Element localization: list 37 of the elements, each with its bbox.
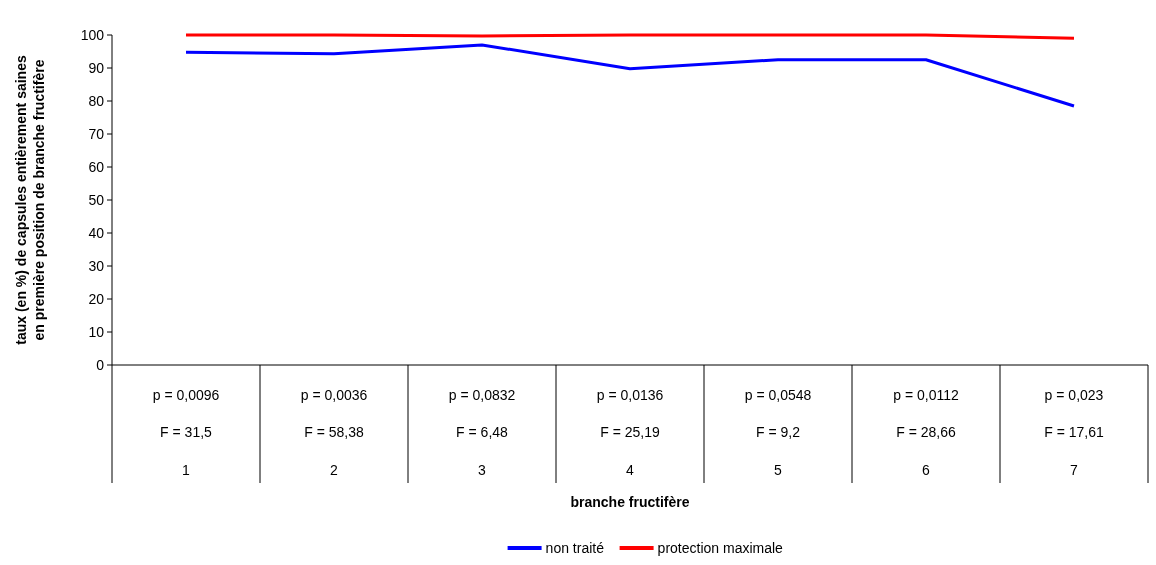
x-tick-label: 7 xyxy=(1070,461,1079,478)
x-axis-title: branche fructifère xyxy=(570,493,690,510)
y-tick-label: 90 xyxy=(88,59,105,76)
y-tick-label: 10 xyxy=(88,323,105,340)
text: F = 6,48 xyxy=(456,423,509,440)
y-tick-label: 70 xyxy=(88,125,105,142)
x-tick-label: 2 xyxy=(330,461,339,478)
x-tick-label: 1 xyxy=(182,461,191,478)
y-tick-label: 40 xyxy=(88,224,105,241)
text: F = 58,38 xyxy=(304,423,364,440)
text: F = 9,2 xyxy=(756,423,801,440)
y-tick-label: 60 xyxy=(88,158,105,175)
legend-label: non traité xyxy=(545,539,605,556)
text: p = 0,0036 xyxy=(300,386,368,403)
text: p = 0,0112 xyxy=(893,386,959,403)
line-series xyxy=(184,43,1076,108)
text: p = 0,0096 xyxy=(152,386,220,403)
legend-label: protection maximale xyxy=(657,539,784,556)
text: F = 31,5 xyxy=(160,423,213,440)
text: p = 0,0548 xyxy=(744,386,812,403)
x-tick-label: 4 xyxy=(626,461,635,478)
text: F = 17,61 xyxy=(1044,423,1104,440)
y-tick-label: 100 xyxy=(80,26,105,43)
text: p = 0,0136 xyxy=(596,386,664,403)
text: F = 25,19 xyxy=(600,423,660,440)
y-axis-title: taux (en %) de capsules entièrement saines en première position de branche fructifère xyxy=(13,55,47,345)
text: p = 0,023 xyxy=(1044,386,1104,403)
y-tick-label: 30 xyxy=(88,257,105,274)
y-tick-label: 80 xyxy=(88,92,105,109)
y-tick-label: 20 xyxy=(88,290,105,307)
x-tick-label: 5 xyxy=(774,461,783,478)
y-tick-label: 50 xyxy=(88,191,105,208)
text: p = 0,0832 xyxy=(448,386,516,403)
text: F = 28,66 xyxy=(896,423,956,440)
x-tick-label: 3 xyxy=(478,461,487,478)
y-tick-label: 0 xyxy=(96,356,105,373)
x-tick-label: 6 xyxy=(922,461,931,478)
